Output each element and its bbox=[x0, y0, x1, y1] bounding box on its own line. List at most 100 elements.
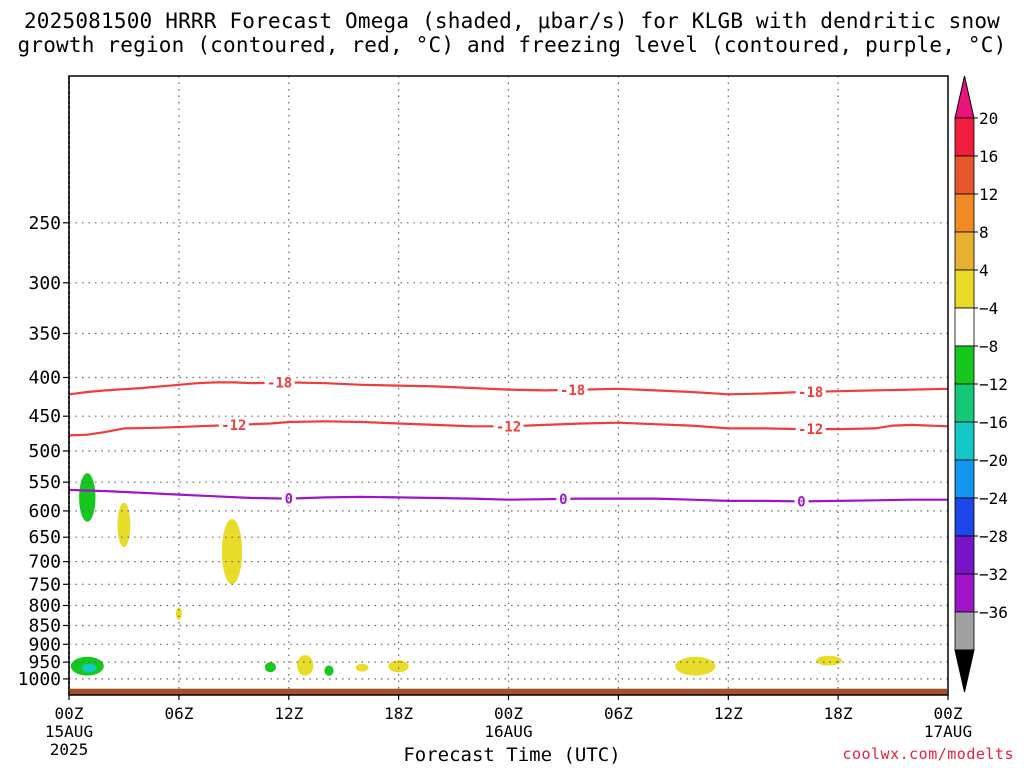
colorbar-swatch-0 bbox=[954, 117, 975, 157]
x-tick-label-5: 06Z bbox=[604, 704, 633, 723]
y-tick-label-750: 750 bbox=[28, 574, 61, 595]
contour-label-bg-2-1 bbox=[556, 491, 571, 506]
x-tick-date-8: 17AUG bbox=[924, 722, 972, 741]
y-tick-label-800: 800 bbox=[28, 596, 61, 617]
x-tick-label-8: 00Z bbox=[934, 704, 963, 723]
colorbar-swatch-6 bbox=[954, 345, 975, 385]
contour-label-0-1: -18 bbox=[560, 383, 585, 399]
surface-terrain bbox=[70, 688, 947, 695]
contour-label-bg-1-1 bbox=[493, 419, 524, 434]
omega-blob-10 bbox=[388, 660, 409, 673]
colorbar-swatch-1 bbox=[954, 155, 975, 195]
omega-blob-5 bbox=[81, 663, 97, 673]
colorbar-label-4: 4 bbox=[979, 261, 989, 280]
y-tick-label-700: 700 bbox=[28, 552, 61, 573]
contour-label-2-2: 0 bbox=[797, 494, 805, 510]
colorbar-swatch-13 bbox=[954, 611, 975, 651]
colorbar-swatch-4 bbox=[954, 269, 975, 309]
contour-layer: -18 -18 -18 -12 -12 -12 0 0 0 bbox=[68, 375, 949, 510]
omega-blob-7 bbox=[297, 655, 314, 676]
credit-text: coolwx.com/modelts bbox=[842, 745, 1014, 763]
y-tick-label-300: 300 bbox=[28, 273, 61, 294]
contour-label-bg-1-0 bbox=[218, 417, 249, 432]
colorbar-arrow-top bbox=[954, 75, 975, 119]
colorbar-swatch-11 bbox=[954, 535, 975, 575]
x-tick-label-6: 12Z bbox=[714, 704, 743, 723]
colorbar-label-5: −4 bbox=[979, 299, 998, 318]
colorbar-swatch-10 bbox=[954, 497, 975, 537]
contour-label-0-2: -18 bbox=[798, 385, 823, 401]
colorbar-label-7: −12 bbox=[979, 375, 1008, 394]
colorbar-label-13: −36 bbox=[979, 603, 1008, 622]
y-tick-label-600: 600 bbox=[28, 501, 61, 522]
omega-blob-3 bbox=[175, 607, 182, 620]
omega-blob-12 bbox=[816, 655, 842, 666]
contour-label-bg-2-0 bbox=[281, 491, 296, 506]
colorbar-label-10: −24 bbox=[979, 489, 1008, 508]
omega-blob-1 bbox=[117, 502, 131, 548]
contour-label-bg-2-2 bbox=[794, 494, 809, 509]
y-tick-label-1000: 1000 bbox=[18, 669, 61, 690]
colorbar-swatch-8 bbox=[954, 421, 975, 461]
contour-label-0-0: -18 bbox=[267, 376, 292, 392]
y-tick-label-650: 650 bbox=[28, 527, 61, 548]
contour-label-2-1: 0 bbox=[559, 492, 567, 508]
y-tick-label-900: 900 bbox=[28, 634, 61, 655]
x-tick-year-0: 2025 bbox=[50, 740, 89, 759]
x-tick-label-1: 06Z bbox=[164, 704, 193, 723]
x-tick-label-2: 12Z bbox=[274, 704, 303, 723]
chart-title-line1: 2025081500 HRRR Forecast Omega (shaded, … bbox=[23, 9, 1001, 33]
colorbar-label-2: 12 bbox=[979, 185, 998, 204]
omega-blob-8 bbox=[324, 665, 334, 676]
omega-blob-9 bbox=[355, 663, 369, 672]
x-tick-date-4: 16AUG bbox=[484, 722, 532, 741]
omega-blob-2 bbox=[221, 519, 243, 585]
contour-label-bg-0-2 bbox=[795, 384, 826, 399]
omega-blob-6 bbox=[264, 662, 276, 673]
x-tick-date-0: 15AUG bbox=[45, 722, 93, 741]
contour-label-2-0: 0 bbox=[285, 492, 293, 508]
x-tick-label-3: 18Z bbox=[384, 704, 413, 723]
colorbar-swatch-2 bbox=[954, 193, 975, 233]
omega-blob-11 bbox=[675, 656, 716, 676]
colorbar-swatch-5 bbox=[954, 307, 975, 347]
contour-line-2 bbox=[68, 488, 948, 503]
colorbar-swatch-7 bbox=[954, 383, 975, 423]
colorbar-arrow-bottom bbox=[954, 649, 975, 693]
contour-label-bg-0-1 bbox=[557, 382, 588, 397]
y-axis: 2503003504004505005506006507007508008509… bbox=[18, 213, 69, 690]
y-tick-label-450: 450 bbox=[28, 406, 61, 427]
contour-line-0 bbox=[68, 381, 949, 396]
colorbar: 20 16 12 8 4 −4 −8 −12 −16 −20 −24 −28 −32 −36 bbox=[954, 75, 1008, 693]
contour-label-bg-1-2 bbox=[795, 422, 826, 437]
colorbar-swatch-9 bbox=[954, 459, 975, 499]
colorbar-label-3: 8 bbox=[979, 223, 989, 242]
colorbar-label-1: 16 bbox=[979, 147, 998, 166]
y-tick-label-850: 850 bbox=[28, 616, 61, 637]
x-tick-label-4: 00Z bbox=[494, 704, 523, 723]
colorbar-label-12: −32 bbox=[979, 565, 1008, 584]
contour-label-1-0: -12 bbox=[221, 418, 246, 434]
contour-label-1-1: -12 bbox=[496, 419, 521, 435]
contour-label-bg-0-0 bbox=[264, 375, 295, 390]
colorbar-label-8: −16 bbox=[979, 413, 1008, 432]
contour-label-1-2: -12 bbox=[798, 422, 823, 438]
omega-blob-0 bbox=[79, 473, 96, 522]
colorbar-label-11: −28 bbox=[979, 527, 1008, 546]
x-tick-label-0: 00Z bbox=[55, 704, 84, 723]
colorbar-swatch-3 bbox=[954, 231, 975, 271]
colorbar-label-0: 20 bbox=[979, 109, 998, 128]
terrain-layer bbox=[70, 688, 947, 695]
y-tick-label-400: 400 bbox=[28, 368, 61, 389]
y-tick-label-350: 350 bbox=[28, 324, 61, 345]
x-axis-label: Forecast Time (UTC) bbox=[403, 744, 621, 766]
y-tick-label-550: 550 bbox=[28, 472, 61, 493]
omega-shading-layer bbox=[70, 473, 842, 676]
y-tick-label-500: 500 bbox=[28, 441, 61, 462]
y-tick-label-950: 950 bbox=[28, 652, 61, 673]
y-tick-label-250: 250 bbox=[28, 213, 61, 234]
colorbar-label-9: −20 bbox=[979, 451, 1008, 470]
chart-title-line2: growth region (contoured, red, °C) and f… bbox=[17, 33, 1007, 57]
